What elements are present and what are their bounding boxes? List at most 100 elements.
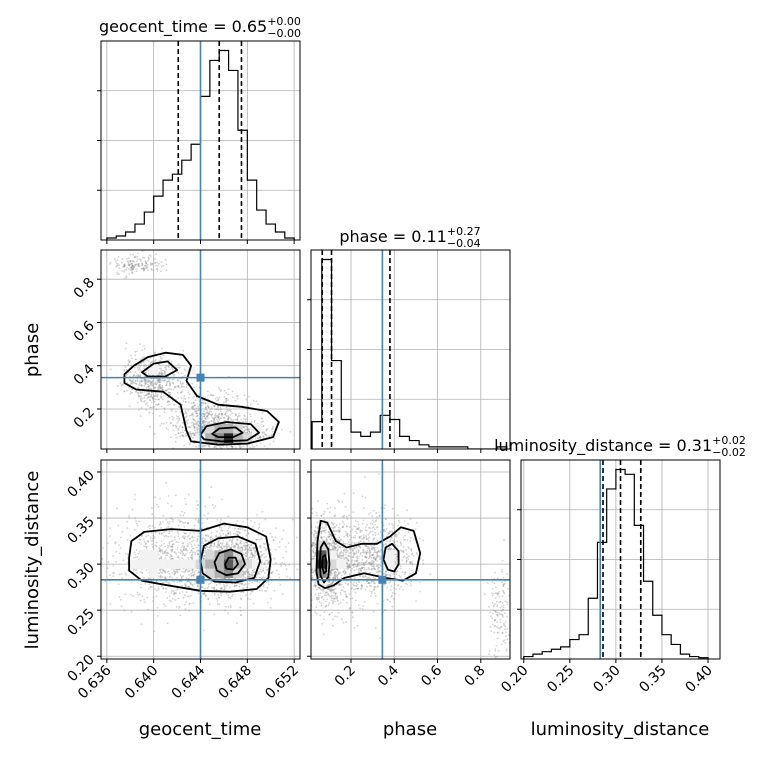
sample-point (354, 547, 356, 550)
sample-point (193, 532, 196, 534)
sample-point (206, 410, 209, 412)
sample-point (331, 588, 333, 591)
sample-point (351, 567, 354, 570)
sample-point (332, 588, 335, 591)
sample-point (155, 403, 157, 406)
sample-point (169, 517, 172, 520)
sample-point (138, 364, 141, 367)
sample-point (190, 406, 193, 409)
sample-point (260, 546, 262, 549)
sample-point (247, 429, 250, 431)
sample-point (221, 548, 224, 550)
sample-point (259, 544, 262, 547)
sample-point (191, 557, 194, 560)
sample-point (184, 535, 187, 538)
sample-point (136, 401, 139, 404)
contour-level-3 (213, 548, 246, 577)
sample-point (151, 412, 154, 415)
sample-point (235, 542, 237, 545)
sample-point (219, 542, 222, 544)
sample-point (207, 413, 209, 415)
sample-point (376, 552, 379, 554)
sample-point (197, 520, 200, 523)
sample-point (258, 589, 261, 592)
sample-point (213, 446, 216, 449)
sample-point (208, 444, 210, 447)
sample-point (220, 389, 223, 392)
sample-point (159, 550, 162, 553)
sample-point (218, 525, 221, 528)
sample-point (155, 383, 158, 386)
sample-point (149, 406, 152, 409)
sample-point (343, 514, 345, 517)
sample-point (196, 420, 199, 423)
sample-point (243, 571, 245, 573)
sample-point (410, 553, 413, 556)
sample-point (181, 429, 184, 431)
sample-point (134, 382, 137, 384)
sample-point (141, 267, 144, 270)
panel-frame (520, 459, 721, 660)
y-tick-label: 0.4 (71, 361, 98, 388)
sample-point (273, 589, 276, 592)
sample-point (247, 532, 250, 535)
sample-point (160, 395, 163, 398)
sample-point (233, 584, 236, 587)
sample-point (227, 545, 230, 548)
sample-point (112, 564, 115, 567)
sample-point (364, 575, 367, 578)
sample-point (183, 444, 186, 447)
sample-point (246, 550, 249, 553)
sample-point (145, 542, 147, 544)
sample-point (263, 450, 265, 452)
sample-point (121, 577, 123, 580)
sample-point (229, 410, 232, 413)
sample-point (163, 536, 166, 538)
sample-point (133, 266, 136, 268)
sample-point (219, 410, 222, 413)
sample-point (150, 263, 153, 266)
sample-point (235, 539, 238, 542)
sample-point (186, 595, 189, 598)
sample-point (144, 267, 147, 270)
sample-point (157, 398, 160, 401)
sample-point (168, 381, 171, 384)
sample-point (167, 391, 170, 394)
sample-point (330, 574, 332, 577)
sample-point (151, 539, 154, 542)
sample-point (215, 408, 218, 411)
sample-point (156, 381, 159, 384)
sample-point (129, 391, 132, 393)
sample-point (285, 564, 287, 567)
sample-point (184, 521, 187, 524)
panel-frame (310, 249, 511, 450)
sample-point (216, 603, 219, 606)
sample-point (152, 609, 155, 612)
sample-point (194, 580, 196, 583)
sample-point (385, 528, 388, 530)
sample-point (180, 546, 183, 549)
sample-point (124, 593, 127, 596)
sample-point (383, 583, 386, 586)
sample-point (165, 481, 168, 484)
sample-point (242, 417, 245, 420)
sample-point (144, 380, 146, 383)
sample-point (147, 381, 150, 383)
sample-point (366, 580, 369, 582)
sample-point (327, 536, 329, 539)
sample-point (134, 553, 137, 556)
sample-point (369, 549, 371, 552)
sample-point (243, 572, 246, 575)
sample-point (172, 557, 174, 560)
sample-point (232, 545, 235, 548)
sample-point (203, 592, 206, 595)
sample-point (119, 382, 122, 384)
sample-point (237, 530, 240, 533)
sample-point (231, 396, 234, 399)
sample-point (249, 598, 252, 601)
sample-point (243, 545, 246, 548)
sample-point (129, 371, 131, 373)
sample-point (192, 401, 195, 404)
density-cell (139, 559, 149, 569)
sample-point (245, 544, 248, 547)
